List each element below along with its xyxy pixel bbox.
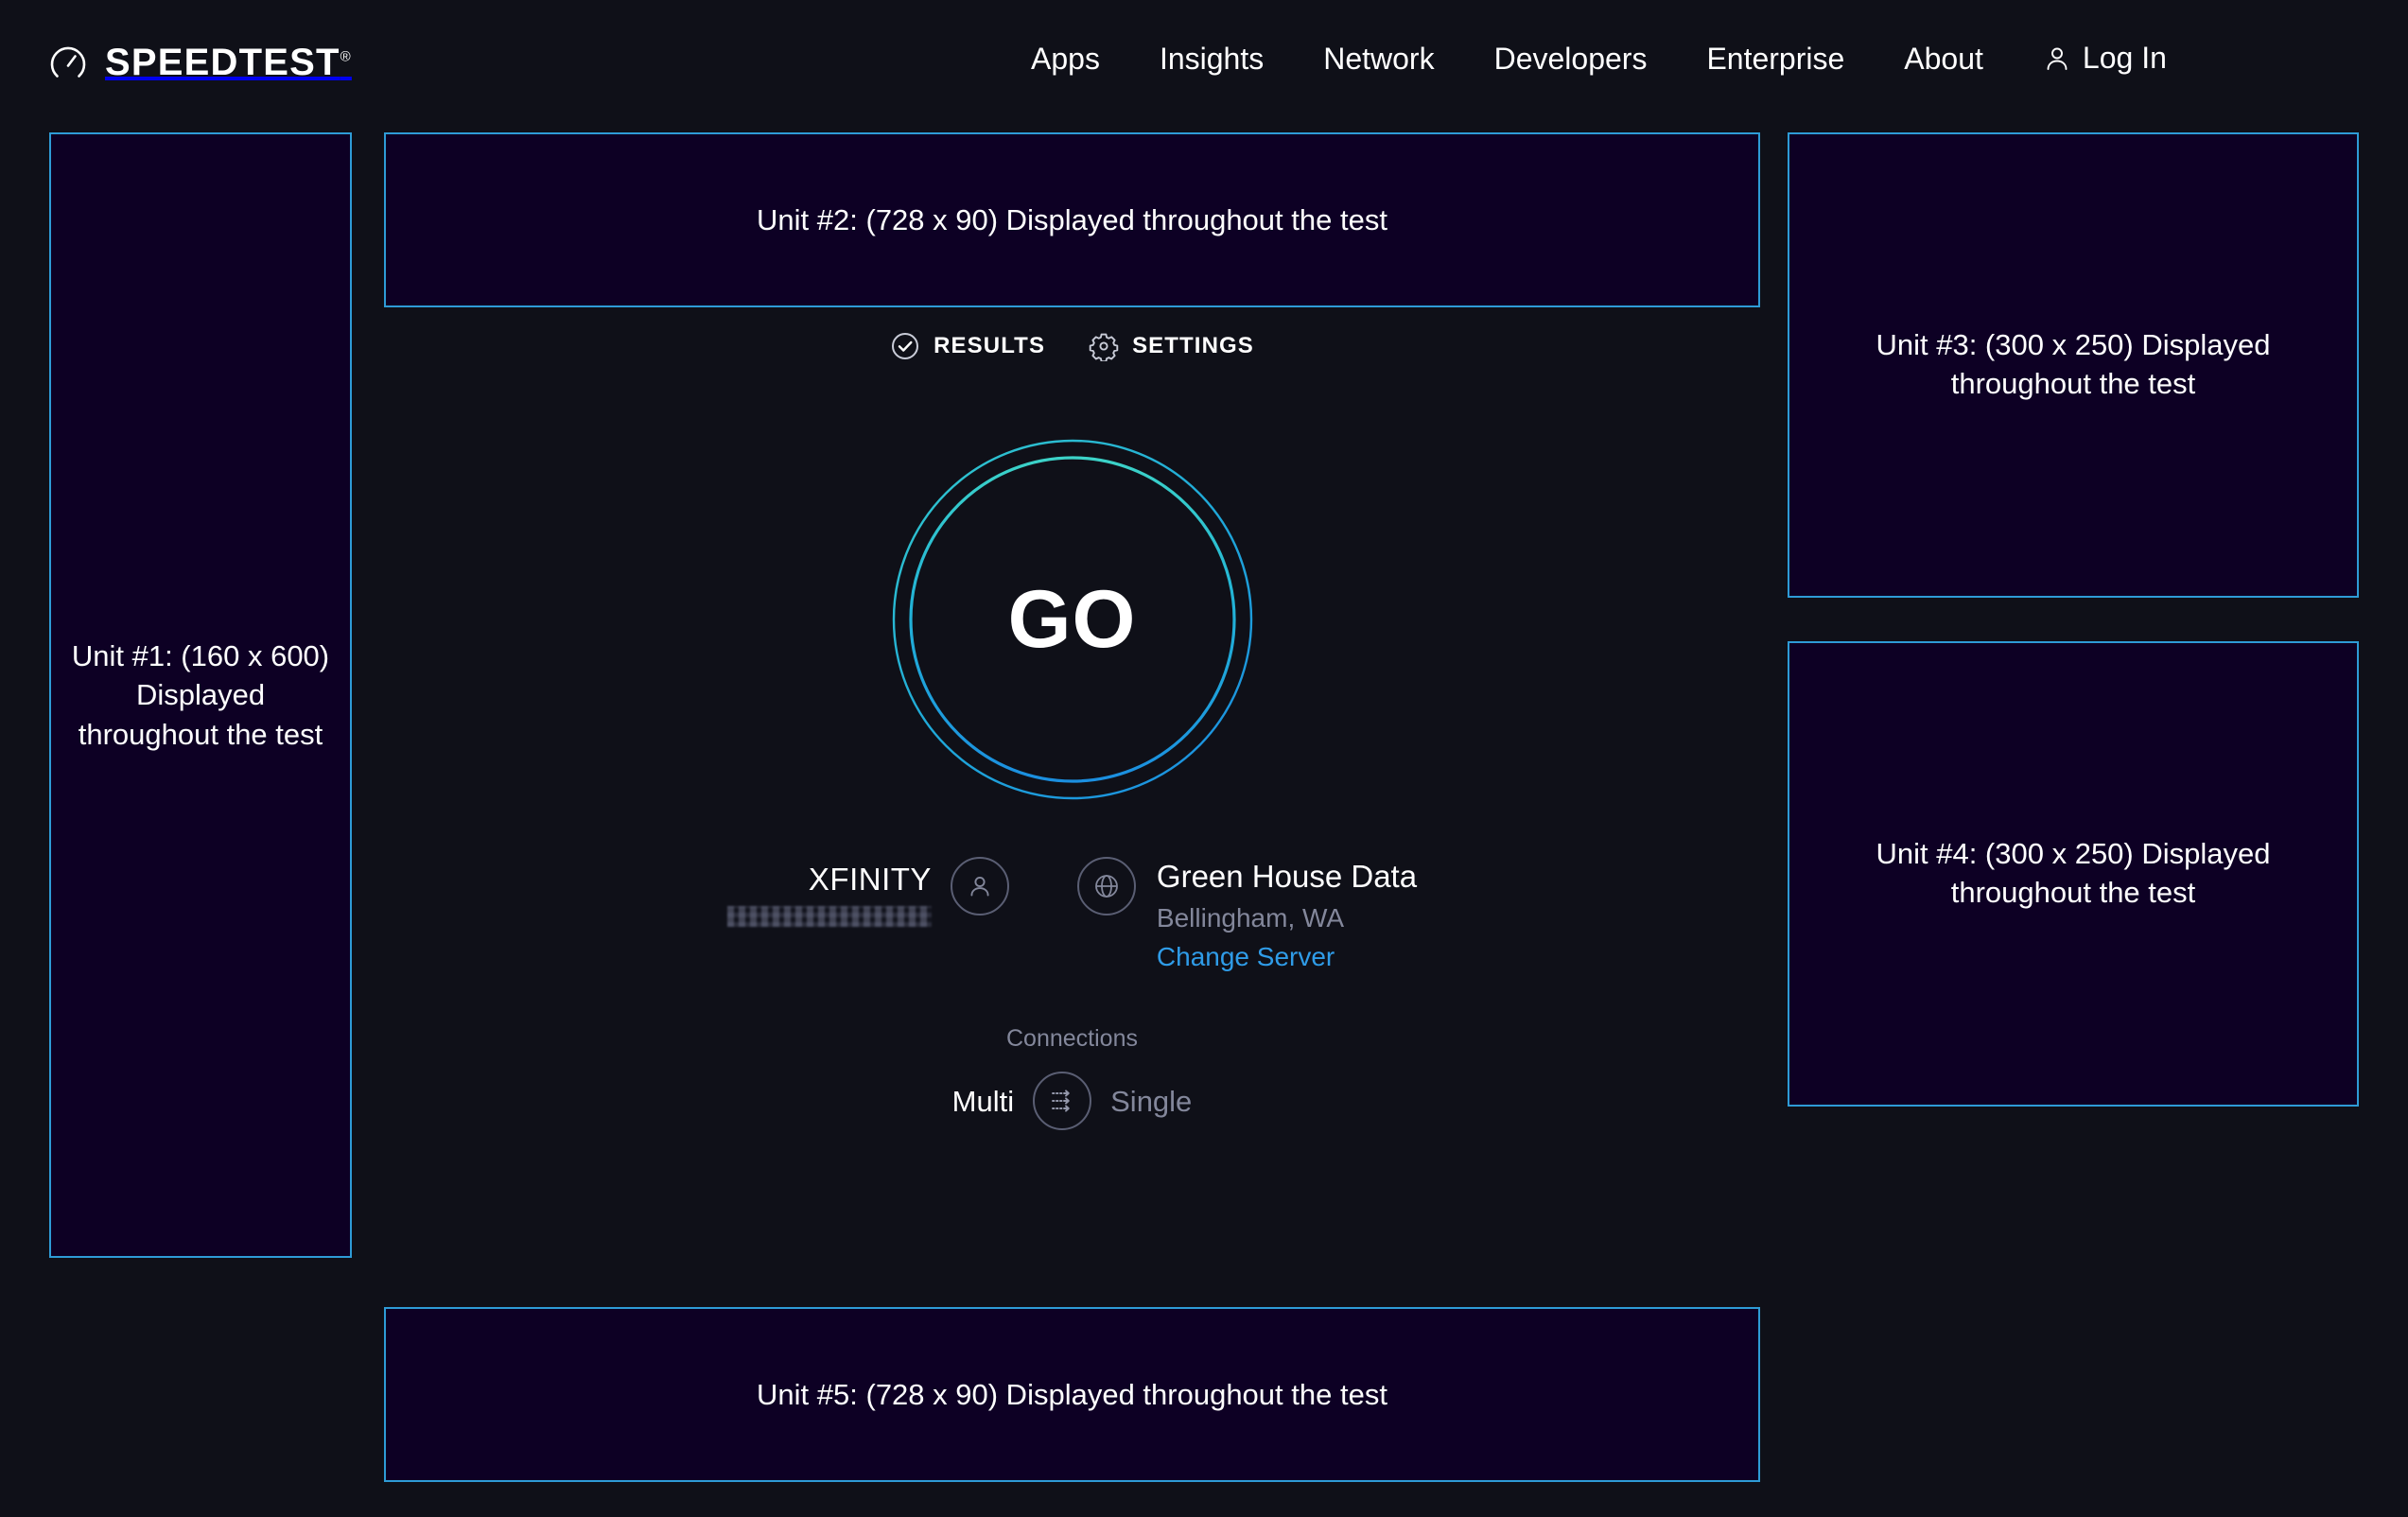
connections-option-single[interactable]: Single (1110, 1084, 1193, 1118)
nav-item-insights[interactable]: Insights (1159, 41, 1265, 76)
server-name: Green House Data (1156, 859, 1418, 894)
go-button[interactable]: GO (892, 439, 1253, 800)
login-button[interactable]: Log In (2043, 41, 2167, 76)
speedtest-main-panel: RESULTS SETTINGS (384, 322, 1760, 1131)
ad-unit-5[interactable]: Unit #5: (728 x 90) Displayed throughout… (384, 1307, 1760, 1482)
brand-name: SPEEDTEST® (105, 42, 352, 83)
isp-text: XFINITY (726, 857, 932, 928)
ad-unit-1[interactable]: Unit #1: (160 x 600) Displayed throughou… (49, 132, 352, 1258)
server-location: Bellingham, WA (1156, 902, 1345, 933)
connections-toggle-knob[interactable] (1033, 1072, 1092, 1131)
settings-button[interactable]: SETTINGS (1089, 331, 1254, 361)
ad-unit-3[interactable]: Unit #3: (300 x 250) Displayed throughou… (1788, 132, 2359, 598)
trademark-symbol: ® (340, 48, 352, 65)
login-label: Log In (2082, 41, 2167, 75)
ad-unit-2[interactable]: Unit #2: (728 x 90) Displayed throughout… (384, 132, 1760, 307)
change-server-link[interactable]: Change Server (1156, 942, 1335, 972)
results-button[interactable]: RESULTS (890, 331, 1045, 361)
nav-item-apps[interactable]: Apps (1031, 41, 1100, 76)
main-navigation: Apps Insights Network Developers Enterpr… (1031, 41, 2167, 76)
connections-title: Connections (1006, 1025, 1138, 1053)
site-header: SPEEDTEST® Apps Insights Network Develop… (0, 0, 2408, 129)
check-circle-icon (890, 331, 920, 361)
user-icon (2043, 44, 2071, 73)
isp-block: XFINITY (726, 855, 1009, 928)
isp-ip-address-redacted (726, 906, 932, 928)
go-ring-graphic (892, 439, 1252, 800)
server-block: Green House Data Bellingham, WA Change S… (1076, 855, 1417, 972)
multi-arrows-icon (1045, 1084, 1079, 1118)
isp-name: XFINITY (808, 862, 932, 897)
go-label: GO (1007, 573, 1137, 665)
nav-item-enterprise[interactable]: Enterprise (1706, 41, 1845, 76)
connections-toggle: Multi Single (951, 1072, 1193, 1131)
ad-unit-4-text: Unit #4: (300 x 250) Displayed throughou… (1876, 836, 2271, 909)
gear-icon (1089, 331, 1119, 361)
user-circle-icon[interactable] (950, 857, 1009, 915)
ad-unit-5-text: Unit #5: (728 x 90) Displayed throughout… (757, 1377, 1387, 1411)
server-text: Green House Data Bellingham, WA Change S… (1157, 857, 1417, 972)
globe-circle-icon[interactable] (1076, 857, 1136, 915)
ad-unit-1-text: Unit #1: (160 x 600) Displayed throughou… (71, 639, 330, 751)
ad-unit-2-text: Unit #2: (728 x 90) Displayed throughout… (757, 202, 1387, 236)
connections-option-multi[interactable]: Multi (951, 1084, 1015, 1118)
speedometer-icon (47, 42, 89, 83)
ad-unit-4[interactable]: Unit #4: (300 x 250) Displayed throughou… (1788, 641, 2359, 1107)
results-label: RESULTS (934, 333, 1046, 358)
connection-info-row: XFINITY Green House Data (384, 855, 1760, 972)
settings-label: SETTINGS (1132, 333, 1254, 358)
nav-item-developers[interactable]: Developers (1493, 41, 1648, 76)
brand-logo[interactable]: SPEEDTEST® (47, 42, 352, 83)
connections-section: Connections Multi (384, 1025, 1760, 1131)
go-button-wrapper: GO (384, 439, 1760, 800)
nav-item-network[interactable]: Network (1323, 41, 1435, 76)
panel-toolbar: RESULTS SETTINGS (384, 322, 1760, 371)
nav-item-about[interactable]: About (1904, 41, 1983, 76)
ad-unit-3-text: Unit #3: (300 x 250) Displayed throughou… (1876, 327, 2271, 400)
